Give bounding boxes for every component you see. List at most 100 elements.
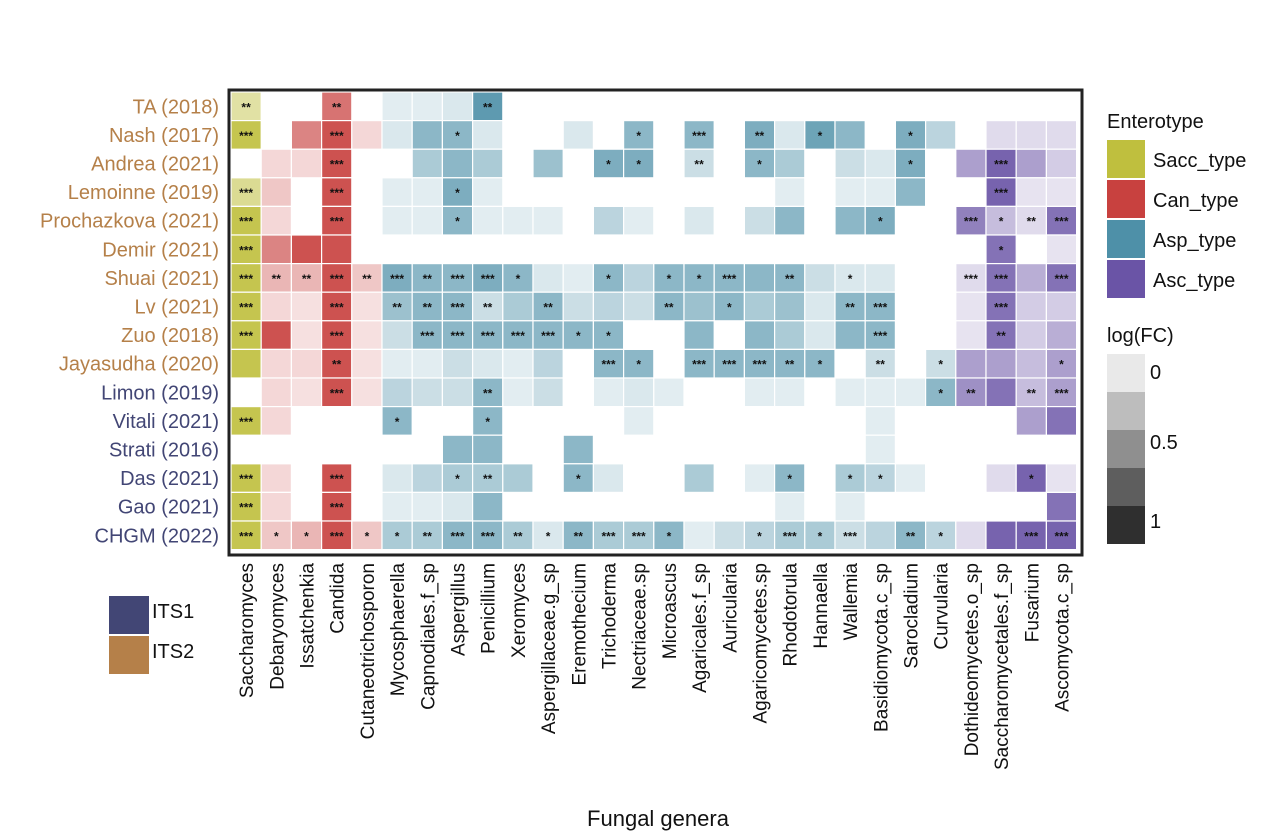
column-label: Fusarium <box>1022 563 1043 642</box>
significance-mark: *** <box>1054 386 1068 400</box>
heatmap-cell <box>955 520 987 551</box>
significance-mark: *** <box>722 358 736 372</box>
heatmap-cell <box>290 148 323 179</box>
significance-mark: * <box>274 529 279 543</box>
heatmap-cell <box>1045 377 1078 408</box>
heatmap-cell <box>290 520 323 551</box>
heatmap-cell <box>773 205 806 236</box>
heatmap-cell <box>532 263 564 293</box>
heatmap-cell <box>562 463 595 493</box>
heatmap-cell <box>411 463 444 493</box>
significance-mark: ** <box>483 472 493 486</box>
heatmap-cell <box>230 234 262 265</box>
heatmap-cell <box>622 263 655 293</box>
significance-mark: * <box>455 186 460 200</box>
heatmap-cell <box>1045 463 1078 493</box>
row-label: Nash (2017) <box>109 125 219 147</box>
heatmap-cell <box>321 148 353 179</box>
significance-mark: *** <box>873 301 887 315</box>
heatmap-cell <box>230 119 262 150</box>
significance-mark: *** <box>511 329 525 343</box>
significance-mark: * <box>999 243 1004 257</box>
heatmap-cell <box>955 377 987 408</box>
logfc-tick: 0 <box>1150 362 1161 384</box>
heatmap-cell <box>411 291 444 322</box>
significance-mark: *** <box>481 329 495 343</box>
row-label: TA (2018) <box>133 96 219 118</box>
heatmap-cell <box>411 491 444 522</box>
heatmap-cell <box>411 520 444 551</box>
heatmap-cell <box>1015 291 1048 322</box>
significance-mark: *** <box>873 329 887 343</box>
heatmap-cell <box>441 91 474 122</box>
heatmap-cell <box>743 463 776 493</box>
logfc-tick: 0.5 <box>1150 432 1178 454</box>
heatmap-cell <box>321 234 353 265</box>
significance-mark: * <box>636 158 641 172</box>
significance-mark: *** <box>1054 529 1068 543</box>
heatmap-cell <box>773 491 806 522</box>
row-label: Zuo (2018) <box>121 325 219 347</box>
significance-mark: ** <box>483 100 493 114</box>
heatmap-cell <box>683 520 715 551</box>
heatmap-cell <box>622 291 655 322</box>
x-axis-title: Fungal genera <box>587 806 730 831</box>
heatmap-cell <box>1015 148 1048 179</box>
heatmap-cell <box>1045 119 1078 150</box>
significance-mark: *** <box>330 129 344 143</box>
significance-mark: *** <box>481 529 495 543</box>
heatmap-cell <box>230 491 262 522</box>
significance-mark: * <box>455 472 460 486</box>
column-label: Ascomycota.c_sp <box>1053 563 1074 712</box>
heatmap-cell <box>1015 205 1048 236</box>
heatmap-cell <box>502 205 534 236</box>
heatmap-cell <box>713 520 746 551</box>
column-label: Capnodiales.f_sp <box>418 563 439 710</box>
heatmap-cell <box>260 406 293 436</box>
heatmap-cell <box>834 291 866 322</box>
heatmap-cell <box>1015 177 1048 208</box>
significance-mark: *** <box>239 501 253 515</box>
heatmap-cell <box>894 148 927 179</box>
heatmap-cell <box>381 377 413 408</box>
heatmap-cell <box>472 320 504 350</box>
significance-mark: ** <box>543 301 553 315</box>
heatmap-cell <box>381 205 413 236</box>
significance-mark: ** <box>694 158 704 172</box>
significance-mark: *** <box>994 158 1008 172</box>
significance-mark: *** <box>239 329 253 343</box>
significance-mark: * <box>516 272 521 286</box>
heatmap-cell <box>1045 520 1078 551</box>
heatmap-cell <box>1045 234 1078 265</box>
significance-mark: *** <box>239 272 253 286</box>
legend-swatch <box>1107 180 1145 218</box>
column-label: Rhodotorula <box>781 563 802 667</box>
heatmap-cell <box>321 205 353 236</box>
heatmap-cell <box>381 291 413 322</box>
heatmap-cell <box>683 148 715 179</box>
significance-mark: *** <box>692 129 706 143</box>
heatmap-cell <box>381 119 413 150</box>
significance-mark: ** <box>332 100 342 114</box>
significance-mark: * <box>667 529 672 543</box>
significance-mark: ** <box>513 529 523 543</box>
heatmap-cell <box>924 119 957 150</box>
heatmap-cell <box>1045 348 1078 379</box>
row-label: Lv (2021) <box>135 297 220 319</box>
heatmap-cell <box>1045 406 1078 436</box>
heatmap-cell <box>622 205 655 236</box>
heatmap-cell <box>260 377 293 408</box>
column-label: Trichoderma <box>600 563 621 669</box>
heatmap-cell <box>804 291 836 322</box>
significance-mark: *** <box>239 472 253 486</box>
logfc-swatch <box>1107 468 1145 506</box>
heatmap-cell <box>773 291 806 322</box>
column-label: Candida <box>328 563 349 634</box>
heatmap-cell <box>351 291 383 322</box>
heatmap-cell <box>472 119 504 150</box>
heatmap-cell <box>834 491 866 522</box>
heatmap-cell <box>864 406 897 436</box>
significance-mark: * <box>848 272 853 286</box>
significance-mark: *** <box>692 358 706 372</box>
method-swatch <box>109 636 149 674</box>
